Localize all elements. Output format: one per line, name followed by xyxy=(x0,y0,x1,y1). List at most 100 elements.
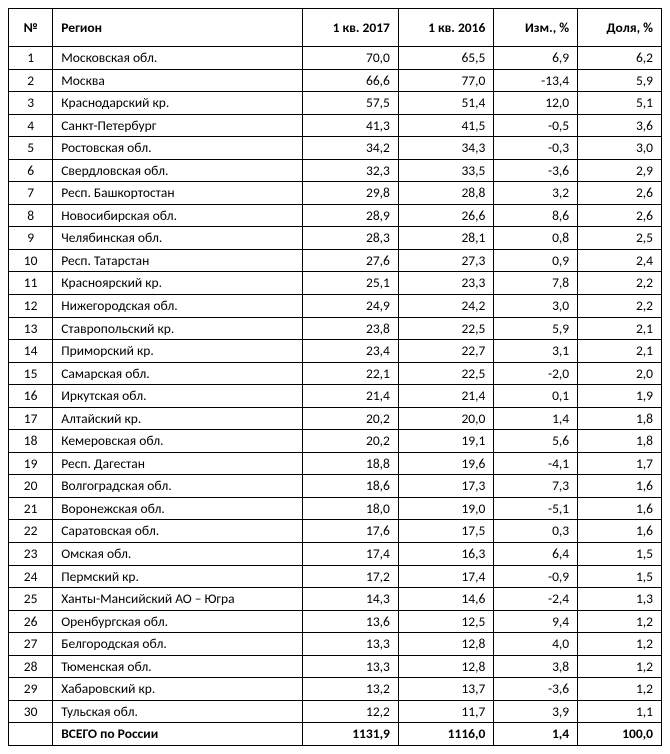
cell-q2016: 28,8 xyxy=(398,182,493,205)
cell-region: Респ. Дагестан xyxy=(53,452,303,475)
cell-change: -13,4 xyxy=(494,69,578,92)
cell-q2016: 17,3 xyxy=(398,475,493,498)
table-row: 18Кемеровская обл.20,219,15,61,8 xyxy=(9,430,662,453)
cell-num: 22 xyxy=(9,520,53,543)
cell-q2017: 17,4 xyxy=(303,543,398,566)
cell-region: Челябинская обл. xyxy=(53,227,303,250)
table-row: 29Хабаровский кр.13,213,7-3,61,2 xyxy=(9,678,662,701)
cell-num: 19 xyxy=(9,452,53,475)
table-row: 10Респ. Татарстан27,627,30,92,4 xyxy=(9,249,662,272)
cell-num: 3 xyxy=(9,92,53,115)
cell-num: 9 xyxy=(9,227,53,250)
cell-num: 24 xyxy=(9,565,53,588)
cell-change: 6,9 xyxy=(494,47,578,70)
cell-q2016: 21,4 xyxy=(398,385,493,408)
cell-region: Пермский кр. xyxy=(53,565,303,588)
cell-change: 4,0 xyxy=(494,633,578,656)
cell-q2017: 28,9 xyxy=(303,204,398,227)
total-cell-region: ВСЕГО по России xyxy=(53,723,303,746)
cell-region: Алтайский кр. xyxy=(53,407,303,430)
cell-q2017: 28,3 xyxy=(303,227,398,250)
cell-q2016: 12,8 xyxy=(398,633,493,656)
total-cell-q2016: 1116,0 xyxy=(398,723,493,746)
cell-region: Оренбургская обл. xyxy=(53,610,303,633)
cell-num: 14 xyxy=(9,340,53,363)
cell-change: -0,3 xyxy=(494,137,578,160)
cell-q2016: 12,5 xyxy=(398,610,493,633)
cell-region: Самарская обл. xyxy=(53,362,303,385)
cell-q2016: 22,5 xyxy=(398,362,493,385)
table-header: № Регион 1 кв. 2017 1 кв. 2016 Изм., % Д… xyxy=(9,9,662,47)
table-row: 7Респ. Башкортостан29,828,83,22,6 xyxy=(9,182,662,205)
table-row: 3Краснодарский кр.57,551,412,05,1 xyxy=(9,92,662,115)
cell-q2016: 16,3 xyxy=(398,543,493,566)
cell-region: Нижегородская обл. xyxy=(53,295,303,318)
cell-share: 2,2 xyxy=(578,272,662,295)
table-row: 6Свердловская обл.32,333,5-3,62,9 xyxy=(9,159,662,182)
cell-change: 7,3 xyxy=(494,475,578,498)
cell-q2017: 13,3 xyxy=(303,655,398,678)
cell-q2016: 17,4 xyxy=(398,565,493,588)
cell-num: 12 xyxy=(9,295,53,318)
cell-region: Ставропольский кр. xyxy=(53,317,303,340)
cell-share: 2,2 xyxy=(578,295,662,318)
cell-share: 2,5 xyxy=(578,227,662,250)
cell-share: 6,2 xyxy=(578,47,662,70)
cell-q2017: 17,2 xyxy=(303,565,398,588)
cell-q2017: 14,3 xyxy=(303,588,398,611)
cell-q2016: 13,7 xyxy=(398,678,493,701)
cell-region: Ханты-Мансийский АО – Югра xyxy=(53,588,303,611)
cell-q2017: 18,0 xyxy=(303,497,398,520)
cell-region: Новосибирская обл. xyxy=(53,204,303,227)
cell-num: 4 xyxy=(9,114,53,137)
cell-num: 7 xyxy=(9,182,53,205)
cell-num: 10 xyxy=(9,249,53,272)
cell-region: Омская обл. xyxy=(53,543,303,566)
cell-q2017: 23,8 xyxy=(303,317,398,340)
cell-q2017: 13,3 xyxy=(303,633,398,656)
cell-region: Иркутская обл. xyxy=(53,385,303,408)
cell-num: 2 xyxy=(9,69,53,92)
cell-q2017: 13,6 xyxy=(303,610,398,633)
header-share: Доля, % xyxy=(578,9,662,47)
cell-share: 1,2 xyxy=(578,678,662,701)
table-row: 27Белгородская обл.13,312,84,01,2 xyxy=(9,633,662,656)
cell-q2016: 26,6 xyxy=(398,204,493,227)
cell-region: Тюменская обл. xyxy=(53,655,303,678)
cell-change: -3,6 xyxy=(494,678,578,701)
table-row: 20Волгоградская обл.18,617,37,31,6 xyxy=(9,475,662,498)
cell-region: Белгородская обл. xyxy=(53,633,303,656)
cell-region: Приморский кр. xyxy=(53,340,303,363)
regions-table: № Регион 1 кв. 2017 1 кв. 2016 Изм., % Д… xyxy=(8,8,662,746)
table-row: 1Московская обл.70,065,56,96,2 xyxy=(9,47,662,70)
cell-q2016: 19,1 xyxy=(398,430,493,453)
total-row: ВСЕГО по России1131,91116,01,4100,0 xyxy=(9,723,662,746)
cell-q2016: 27,3 xyxy=(398,249,493,272)
cell-share: 1,2 xyxy=(578,610,662,633)
table-row: 14Приморский кр.23,422,73,12,1 xyxy=(9,340,662,363)
cell-q2017: 34,2 xyxy=(303,137,398,160)
table-row: 13Ставропольский кр.23,822,55,92,1 xyxy=(9,317,662,340)
cell-share: 2,6 xyxy=(578,204,662,227)
table-row: 5Ростовская обл.34,234,3-0,33,0 xyxy=(9,137,662,160)
cell-region: Красноярский кр. xyxy=(53,272,303,295)
cell-region: Респ. Татарстан xyxy=(53,249,303,272)
cell-share: 1,6 xyxy=(578,475,662,498)
cell-num: 30 xyxy=(9,700,53,723)
cell-change: -3,6 xyxy=(494,159,578,182)
cell-change: -2,4 xyxy=(494,588,578,611)
cell-num: 18 xyxy=(9,430,53,453)
table-row: 23Омская обл.17,416,36,41,5 xyxy=(9,543,662,566)
table-row: 25Ханты-Мансийский АО – Югра14,314,6-2,4… xyxy=(9,588,662,611)
cell-share: 1,9 xyxy=(578,385,662,408)
cell-region: Московская обл. xyxy=(53,47,303,70)
cell-share: 1,6 xyxy=(578,497,662,520)
cell-share: 2,1 xyxy=(578,317,662,340)
cell-share: 2,6 xyxy=(578,182,662,205)
table-row: 11Красноярский кр.25,123,37,82,2 xyxy=(9,272,662,295)
cell-share: 1,1 xyxy=(578,700,662,723)
table-row: 30Тульская обл.12,211,73,91,1 xyxy=(9,700,662,723)
total-cell-q2017: 1131,9 xyxy=(303,723,398,746)
cell-q2017: 17,6 xyxy=(303,520,398,543)
cell-change: 8,6 xyxy=(494,204,578,227)
